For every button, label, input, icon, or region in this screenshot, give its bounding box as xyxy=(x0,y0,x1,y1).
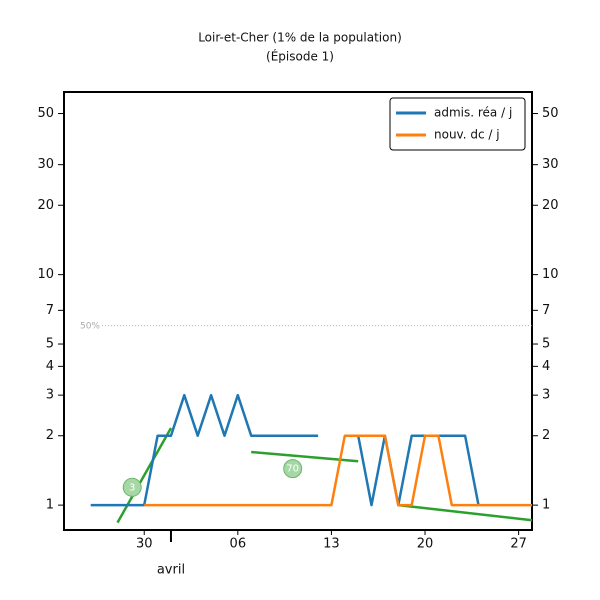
fit-line xyxy=(398,503,533,522)
y-tick-label-right: 3 xyxy=(542,388,550,403)
series-line xyxy=(90,393,480,507)
chart-subtitle: (Épisode 1) xyxy=(266,49,334,64)
y-tick-label-right: 10 xyxy=(542,267,559,282)
series-line xyxy=(144,434,532,507)
legend-box xyxy=(389,97,526,151)
fit-line xyxy=(116,427,173,524)
y-tick-label-right: 4 xyxy=(542,359,550,374)
y-tick-label: 10 xyxy=(37,267,54,282)
y-tick-label-right: 20 xyxy=(542,198,559,213)
fit-badge xyxy=(122,477,142,497)
y-tick-label: 1 xyxy=(46,498,54,513)
y-tick-label-right: 7 xyxy=(542,303,550,318)
legend-label: nouv. dc / j xyxy=(434,128,500,142)
fit-label: 70 xyxy=(286,464,299,475)
fit-label: 3 xyxy=(129,482,135,493)
plot-frame xyxy=(63,91,533,531)
y-tick-label: 4 xyxy=(46,359,54,374)
reference-label: 50% xyxy=(80,321,100,331)
y-tick-label: 2 xyxy=(46,428,54,443)
legend-label: admis. réa / j xyxy=(434,106,512,120)
month-label: avril xyxy=(157,563,185,578)
y-tick-label-right: 1 xyxy=(542,498,550,513)
y-tick-label-right: 50 xyxy=(542,106,559,121)
y-tick-label: 3 xyxy=(46,388,54,403)
chart-title: Loir-et-Cher (1% de la population) xyxy=(198,31,402,45)
y-tick-label-right: 30 xyxy=(542,157,559,172)
y-tick-label: 7 xyxy=(46,303,54,318)
y-tick-label: 50 xyxy=(37,106,54,121)
y-tick-label: 30 xyxy=(37,157,54,172)
x-tick-label: 13 xyxy=(323,537,340,552)
y-tick-label-right: 2 xyxy=(542,428,550,443)
x-tick-label: 30 xyxy=(136,537,153,552)
y-tick-label: 5 xyxy=(46,337,54,352)
y-tick-label-right: 5 xyxy=(542,337,550,352)
y-tick-label: 20 xyxy=(37,198,54,213)
x-tick-label: 20 xyxy=(417,537,434,552)
fit-badge xyxy=(283,459,303,479)
x-tick-label: 27 xyxy=(510,537,527,552)
x-tick-label: 06 xyxy=(230,537,247,552)
